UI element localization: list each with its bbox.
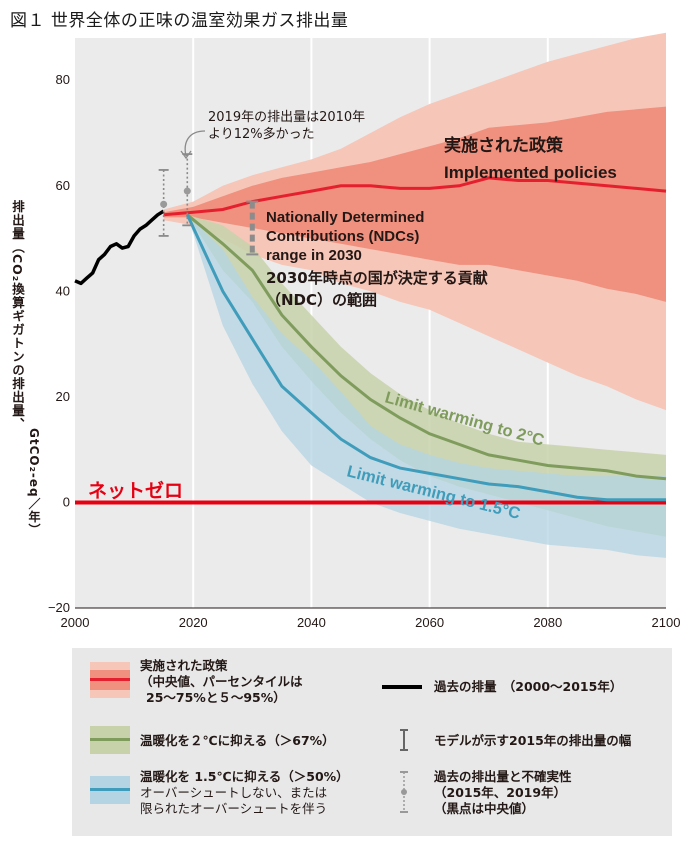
- legend-uncertainty-line2: （2015年、2019年）: [434, 785, 567, 800]
- warming-2c-band: [187, 214, 667, 537]
- ndc-label-en-2: Contributions (NDCs): [266, 228, 419, 245]
- ndc-label-en-1: Nationally Determined: [266, 209, 424, 226]
- implemented-label-jp: 実施された政策: [444, 135, 564, 156]
- x-tick-label: 2020: [179, 615, 208, 630]
- uncertainty-2019-median-dot: [183, 187, 191, 195]
- x-tick-label: 2100: [652, 615, 681, 630]
- model-range-2015-median-dot: [160, 200, 168, 208]
- legend: 実施された政策 （中央値、パーセンタイルは 25～75%と５～95%） 温暖化を…: [72, 648, 672, 836]
- legend-historical-label: 過去の排量 （2000～2015年）: [434, 679, 623, 694]
- warming-2c-median-line: [186, 213, 667, 481]
- legend-2c-swatch: [90, 726, 130, 754]
- tick-labels: 2000 2020 2040 2060 2080 2100 80 60 40 20 0 −20: [48, 72, 681, 630]
- implemented-25-75-band: [163, 106, 666, 302]
- implemented-label-en: Implemented policies: [444, 163, 617, 182]
- y-tick-label: 0: [63, 494, 70, 509]
- series-lines: [74, 176, 667, 505]
- legend-model-range-icon: [400, 729, 408, 751]
- legend-historical-swatch: [382, 685, 422, 689]
- historical-emissions-line: [74, 209, 165, 286]
- warming-15c-median-line: [185, 214, 666, 502]
- legend-15c-line3: 限られたオーバーシュートを伴う: [140, 801, 328, 816]
- x-tick-label: 2080: [533, 615, 562, 630]
- legend-15c-swatch: [90, 776, 130, 804]
- legend-uncertainty-icon: [400, 771, 408, 813]
- legend-implemented-line2: （中央値、パーセンタイルは: [140, 674, 303, 689]
- y-tick-label: −20: [48, 600, 70, 615]
- y-tick-label: 40: [56, 283, 70, 298]
- net-zero-label: ネットゼロ: [88, 479, 183, 502]
- legend-implemented-swatch: [90, 662, 130, 698]
- ndc-label-jp-2: （NDC）の範囲: [266, 291, 377, 309]
- chart-title: 図１ 世界全体の正味の温室効果ガス排出量: [10, 11, 349, 31]
- legend-model-range-label: モデルが示す2015年の排出量の幅: [434, 733, 632, 748]
- ndc-label-en-3: range in 2030: [266, 247, 362, 264]
- x-tick-label: 2060: [415, 615, 444, 630]
- note-2019-line1: 2019年の排出量は2010年: [208, 110, 365, 125]
- legend-15c-line2: オーバーシュートしない、または: [140, 785, 328, 800]
- note-2019-arrow: [184, 130, 206, 157]
- y-tick-label: 60: [56, 178, 70, 193]
- y-axis-label: 排出量（CO₂換算ギガトンの排出量、: [10, 200, 25, 431]
- y-axis-label-unit: GtCO₂-eq／年）: [27, 428, 41, 537]
- y-tick-label: 80: [56, 72, 70, 87]
- implemented-median-line: [163, 176, 667, 217]
- ndc-label-jp-1: 2030年時点の国が決定する貢献: [266, 269, 488, 287]
- y-tick-label: 20: [56, 389, 70, 404]
- legend-2c-label: 温暖化を２℃に抑える（＞67%）: [140, 733, 335, 748]
- legend-implemented-line3: 25～75%と５～95%）: [146, 690, 286, 705]
- note-2019-arrowhead: [180, 150, 192, 160]
- legend-15c-line1: 温暖化を 1.5℃に抑える（＞50%）: [140, 769, 349, 784]
- x-tick-label: 2040: [297, 615, 326, 630]
- note-2019-line2: より12%多かった: [208, 126, 315, 142]
- legend-implemented-line1: 実施された政策: [140, 658, 228, 673]
- legend-uncertainty-line3: （黒点は中央値）: [434, 801, 535, 816]
- x-tick-label: 2000: [61, 615, 90, 630]
- legend-uncertainty-line1: 過去の排出量と不確実性: [434, 769, 572, 784]
